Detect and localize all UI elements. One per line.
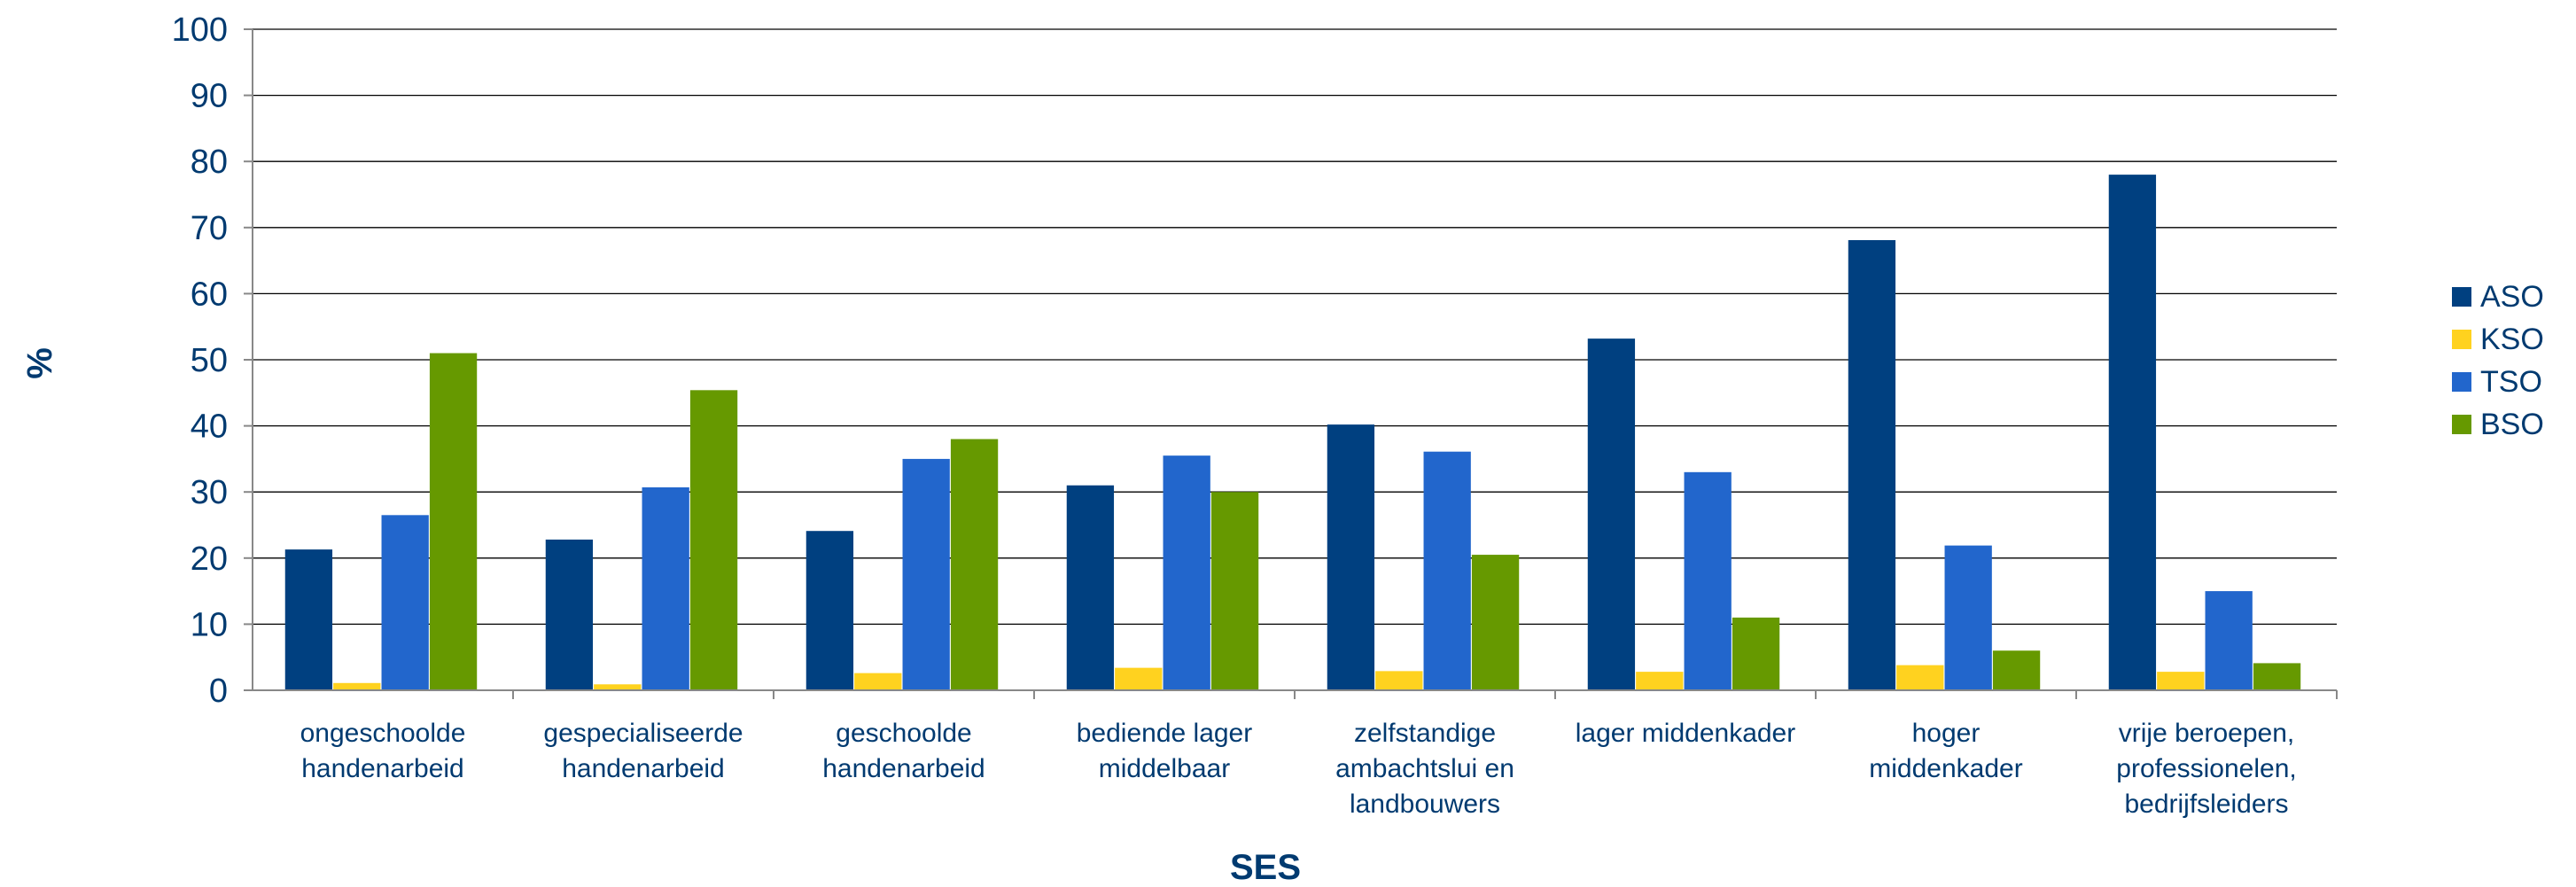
legend-swatch-bso xyxy=(2452,415,2471,434)
legend-label-tso: TSO xyxy=(2480,365,2542,399)
bar-kso xyxy=(854,673,902,690)
axes xyxy=(244,28,2338,699)
bar-aso xyxy=(1848,239,1896,690)
legend-label-aso: ASO xyxy=(2480,280,2544,314)
bar-kso xyxy=(1375,671,1423,690)
legend-swatch-tso xyxy=(2452,372,2471,392)
bar-tso xyxy=(1163,455,1210,690)
bar-bso xyxy=(2253,663,2301,690)
x-tick-label: ongeschoolde handenarbeid xyxy=(300,719,466,783)
x-tick-label: zelfstandige ambachtslui en landbouwers xyxy=(1335,719,1514,819)
legend-label-kso: KSO xyxy=(2480,323,2544,356)
x-tick-label: lager middenkader xyxy=(1576,719,1795,748)
y-tick-label: 90 xyxy=(191,78,228,115)
bar-tso xyxy=(1423,451,1471,690)
y-tick-label: 80 xyxy=(191,144,228,181)
bars xyxy=(284,175,2301,690)
x-tick-label: geschoolde handenarbeid xyxy=(822,719,985,783)
y-tick-label: 40 xyxy=(191,408,228,446)
bar-kso xyxy=(1636,672,1684,690)
x-tick-label: hoger middenkader xyxy=(1869,719,2022,783)
bar-tso xyxy=(2205,591,2253,690)
y-tick-label: 50 xyxy=(191,342,228,379)
y-tick-label: 70 xyxy=(191,210,228,247)
bar-bso xyxy=(1732,617,1780,690)
bar-aso xyxy=(2108,175,2157,690)
bar-kso xyxy=(1115,667,1163,690)
bar-aso xyxy=(805,531,854,690)
x-tick-label: bediende lager middelbaar xyxy=(1077,719,1253,783)
bar-bso xyxy=(1992,650,2041,690)
legend-label-bso: BSO xyxy=(2480,408,2544,441)
legend: ASO KSO TSO BSO xyxy=(2452,280,2544,441)
bar-bso xyxy=(429,353,478,690)
y-tick-label: 20 xyxy=(191,541,228,578)
y-tick-label: 30 xyxy=(191,474,228,511)
x-tick-labels: ongeschoolde handenarbeid gespecialiseerde… xyxy=(300,719,2297,819)
bar-aso xyxy=(545,539,594,690)
gridlines xyxy=(253,28,2337,626)
bar-aso xyxy=(284,549,333,690)
bar-aso xyxy=(1066,485,1115,690)
bar-kso xyxy=(2157,672,2205,690)
bar-tso xyxy=(1684,471,1732,690)
bar-tso xyxy=(1944,545,1992,690)
y-axis-title: % xyxy=(20,347,59,379)
bar-kso xyxy=(594,684,642,690)
x-tick-label: gespecialiseerde handenarbeid xyxy=(543,719,743,783)
y-tick-label: 10 xyxy=(191,606,228,643)
bar-tso xyxy=(902,458,950,690)
legend-swatch-aso xyxy=(2452,287,2471,307)
bar-bso xyxy=(1471,555,1520,690)
bar-tso xyxy=(642,486,689,690)
y-tick-labels: 0 10 20 30 40 50 60 70 80 90 100 xyxy=(172,12,228,710)
x-axis-title: SES xyxy=(1230,848,1301,887)
bar-tso xyxy=(381,515,429,690)
y-tick-label: 60 xyxy=(191,276,228,313)
legend-swatch-kso xyxy=(2452,330,2471,349)
bar-kso xyxy=(1896,665,1944,690)
y-tick-label: 0 xyxy=(209,673,228,710)
bar-aso xyxy=(1587,338,1636,690)
bar-bso xyxy=(950,439,999,690)
bar-aso xyxy=(1327,424,1375,690)
bar-kso xyxy=(333,682,381,690)
y-tick-label: 100 xyxy=(172,12,228,49)
x-tick-label: vrije beroepen, professionelen, bedrijfsle… xyxy=(2116,719,2296,819)
bar-bso xyxy=(1210,492,1259,690)
bar-bso xyxy=(689,390,738,690)
